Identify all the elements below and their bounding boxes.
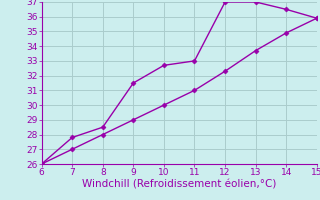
X-axis label: Windchill (Refroidissement éolien,°C): Windchill (Refroidissement éolien,°C) xyxy=(82,180,276,190)
